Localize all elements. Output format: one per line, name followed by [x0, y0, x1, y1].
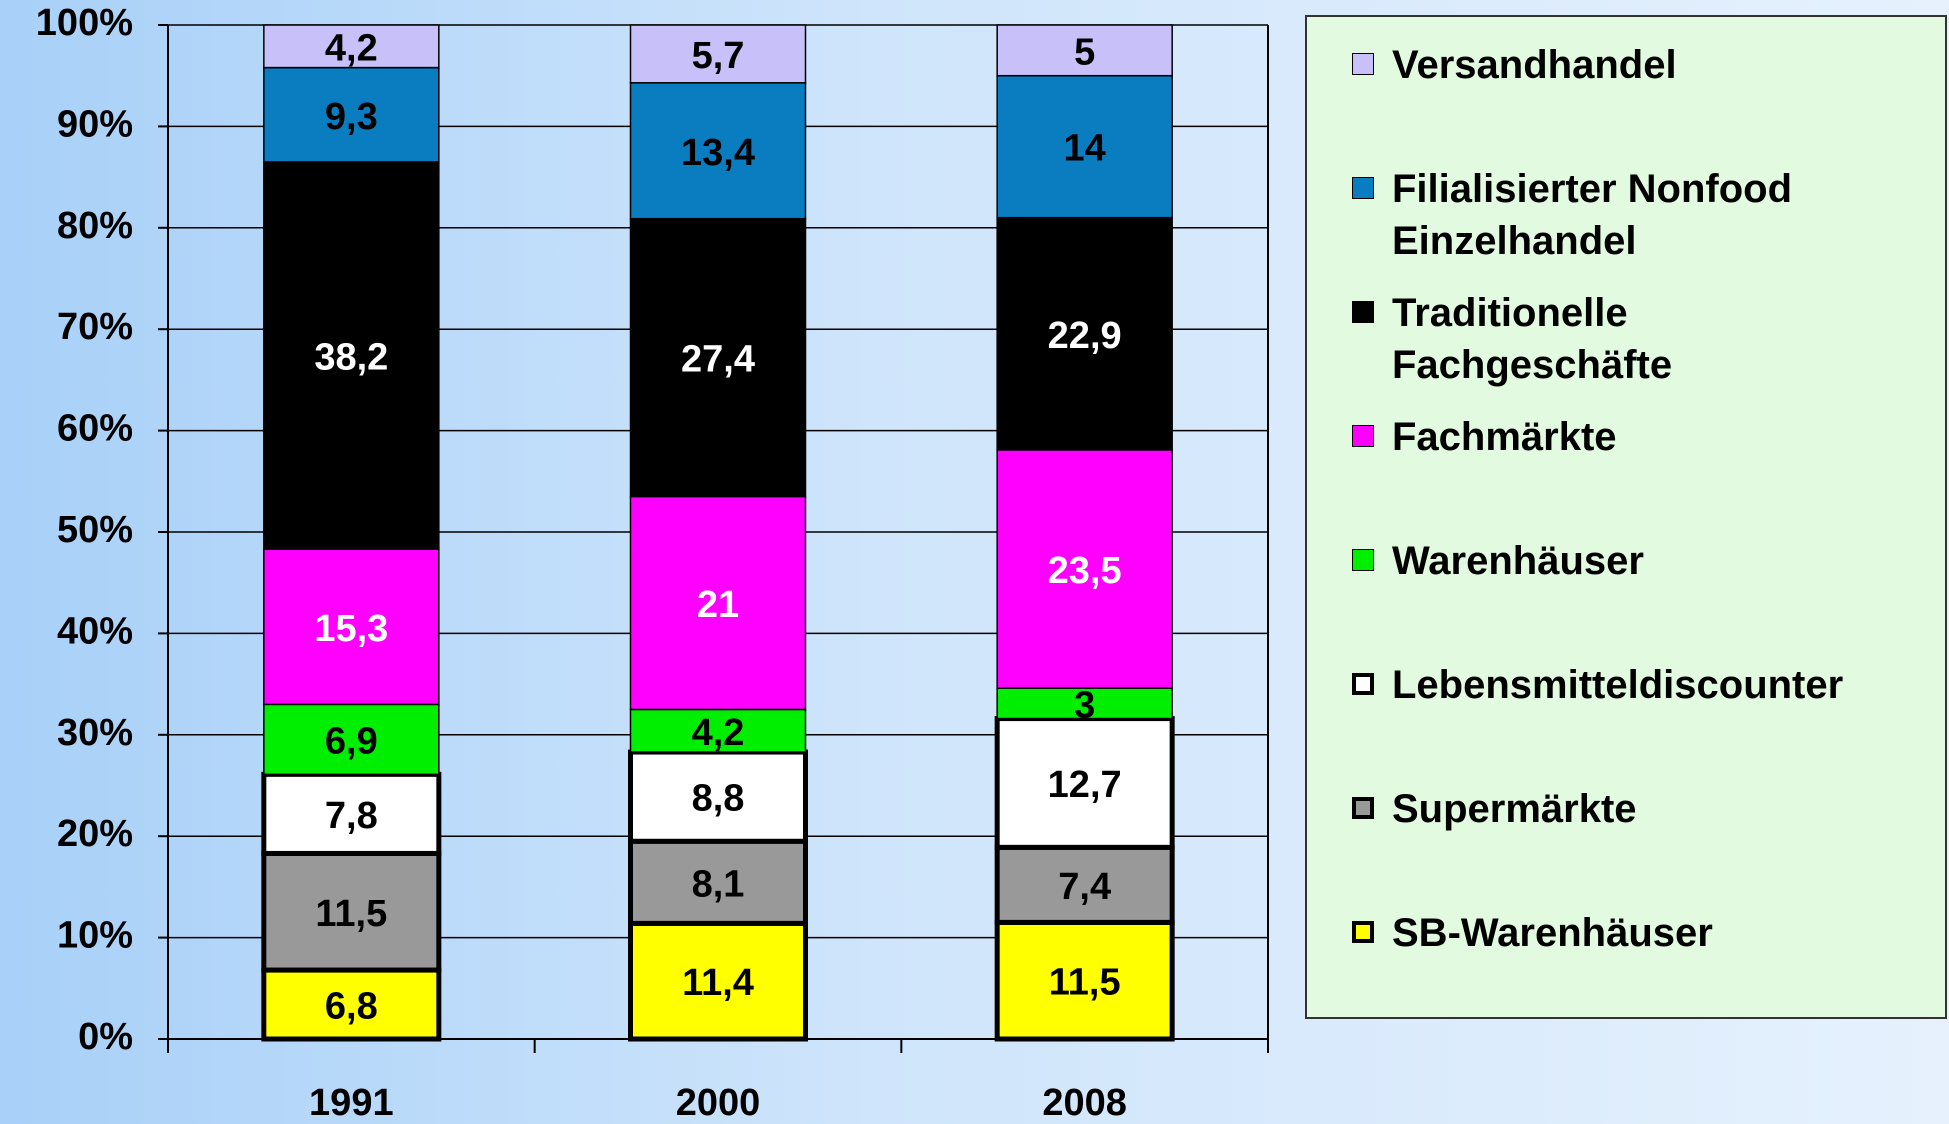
legend-swatch	[1352, 177, 1374, 199]
bar-segment	[263, 66, 440, 163]
legend-item: Warenhäuser	[1352, 535, 1942, 587]
bar-segment	[263, 24, 440, 69]
bar-segment	[261, 967, 442, 1042]
y-tick-label: 70%	[57, 306, 133, 348]
data-label: 8,8	[692, 778, 745, 820]
bar-segment	[261, 771, 442, 856]
bar-segment	[629, 82, 807, 220]
y-tick-label: 10%	[57, 915, 133, 957]
bar-segment	[996, 74, 1173, 219]
legend-label: Warenhäuser	[1392, 539, 1644, 583]
bar-segment	[996, 687, 1173, 720]
data-label: 3	[1074, 684, 1095, 726]
legend-swatch	[1352, 549, 1374, 571]
bar-segment	[629, 217, 807, 498]
bar-segment	[628, 838, 808, 926]
legend-item: Fachmärkte	[1352, 411, 1942, 463]
legend-swatch	[1352, 425, 1374, 447]
y-tick-label: 90%	[57, 103, 133, 145]
bar-segment	[629, 24, 807, 84]
bar-segment	[263, 161, 440, 550]
y-tick-label: 100%	[36, 2, 133, 44]
legend-label: Fachmärkte	[1392, 415, 1617, 459]
y-tick-label: 20%	[57, 813, 133, 855]
legend-item: Lebensmitteldiscounter	[1352, 659, 1942, 711]
data-label: 27,4	[681, 339, 755, 381]
legend-label: SB-Warenhäuser	[1392, 911, 1713, 955]
legend-item: Filialisierter Nonfood Einzelhandel	[1352, 163, 1942, 267]
legend-item: Versandhandel	[1352, 39, 1942, 91]
legend: SB-Warenhäuser Supermärkte Lebensmitteldis…	[1305, 15, 1947, 1019]
y-tick-label: 30%	[57, 712, 133, 754]
legend-label: Versandhandel	[1392, 43, 1677, 87]
data-label: 23,5	[1048, 550, 1122, 592]
data-label: 11,5	[1049, 962, 1121, 1004]
legend-item: SB-Warenhäuser	[1352, 907, 1942, 959]
data-label: 13,4	[681, 132, 755, 174]
y-tick-label: 40%	[57, 610, 133, 652]
legend-swatch	[1352, 53, 1374, 75]
data-label: 7,4	[1058, 866, 1111, 908]
data-label: 6,9	[325, 720, 378, 762]
y-tick-label: 50%	[57, 509, 133, 551]
bar-segment	[996, 24, 1173, 77]
data-label: 6,8	[325, 986, 378, 1028]
bar-segment	[629, 708, 807, 753]
data-label: 22,9	[1048, 315, 1122, 357]
data-label: 8,1	[692, 863, 745, 905]
bar-segment	[628, 920, 808, 1042]
legend-swatch	[1352, 301, 1374, 323]
y-tick-label: 0%	[78, 1016, 133, 1058]
legend-label: Traditionelle Fachgeschäfte	[1392, 291, 1673, 387]
bar-segment	[629, 495, 807, 711]
y-tick-label: 60%	[57, 408, 133, 450]
y-tick-label: 80%	[57, 205, 133, 247]
legend-label: Filialisierter Nonfood Einzelhandel	[1392, 167, 1793, 263]
legend-item: Traditionelle Fachgeschäfte	[1352, 287, 1942, 391]
legend-swatch	[1352, 797, 1374, 819]
data-label: 12,7	[1048, 764, 1122, 806]
data-label: 11,5	[315, 893, 387, 935]
data-label: 11,4	[682, 962, 754, 1004]
legend-label: Supermärkte	[1392, 787, 1637, 831]
legend-swatch	[1352, 921, 1374, 943]
bar-segment	[628, 749, 808, 844]
bar-segment	[261, 850, 442, 973]
data-label: 21	[697, 584, 739, 626]
data-label: 14	[1064, 128, 1106, 170]
data-label: 4,2	[692, 712, 745, 754]
legend-label: Lebensmitteldiscounter	[1392, 663, 1844, 707]
data-label: 15,3	[314, 608, 388, 650]
data-label: 38,2	[314, 337, 388, 379]
legend-item: Supermärkte	[1352, 783, 1942, 835]
x-tick-label: 1991	[309, 1082, 394, 1124]
legend-swatch	[1352, 673, 1374, 695]
chart: 0% 10% 20% 30% 40% 50% 60% 70% 80% 90% 100% 1991 6,8…	[36, 2, 1269, 1124]
bar-segment	[263, 548, 440, 706]
x-tick-label: 2008	[1042, 1082, 1127, 1124]
data-label: 9,3	[325, 96, 378, 138]
data-label: 5	[1074, 31, 1095, 73]
x-tick-label: 2000	[676, 1082, 761, 1124]
bar-segment	[996, 216, 1173, 451]
data-label: 5,7	[692, 35, 745, 77]
data-label: 4,2	[325, 27, 378, 69]
data-label: 7,8	[325, 795, 378, 837]
